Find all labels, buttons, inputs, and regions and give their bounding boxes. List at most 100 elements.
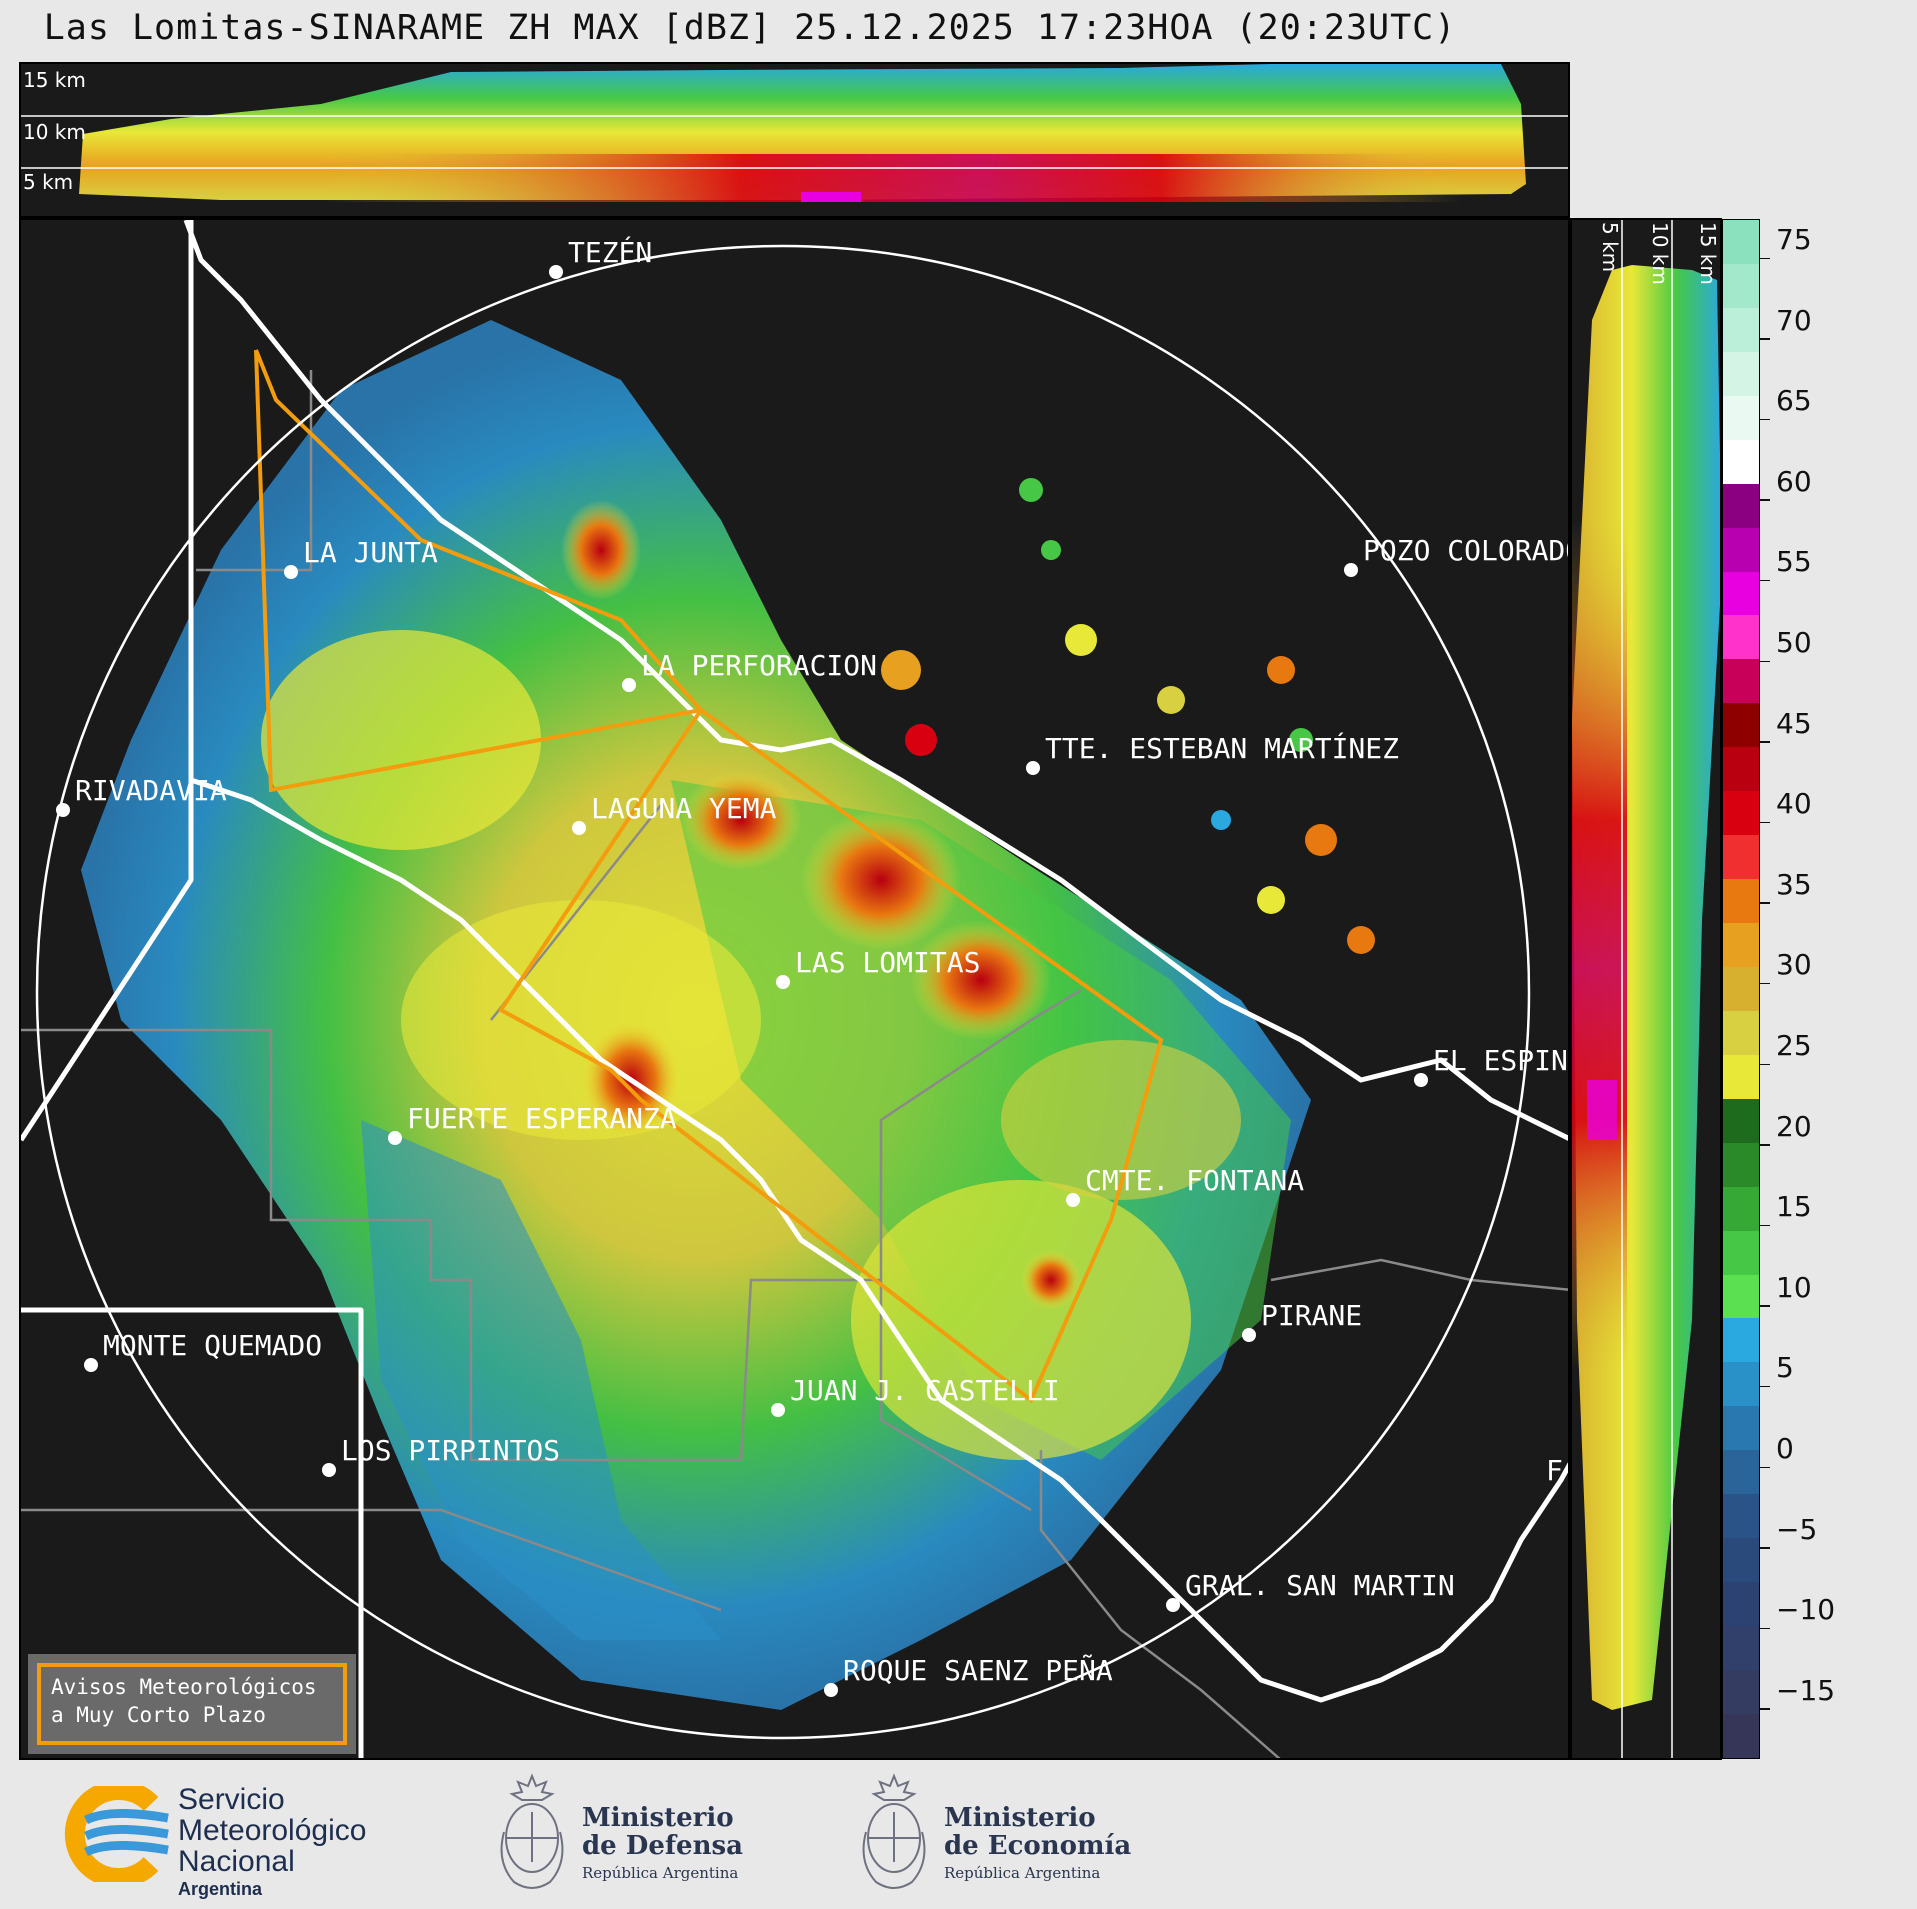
city-la-junta: LA JUNTA bbox=[284, 536, 438, 579]
colorbar-tick: −10 bbox=[1760, 1593, 1835, 1644]
colorbar-tick-label: 70 bbox=[1776, 303, 1812, 337]
city-la-perforacion: LA PERFORACION bbox=[622, 649, 877, 692]
colorbar-segment bbox=[1723, 1669, 1759, 1714]
economia-logo-text: Ministerio de Economía República Argenti… bbox=[944, 1804, 1131, 1882]
colorbar-tick-label: 65 bbox=[1776, 384, 1812, 418]
colorbar-tick-label: −5 bbox=[1776, 1512, 1818, 1546]
echo-yellow-4 bbox=[1001, 1040, 1241, 1200]
colorbar-segment bbox=[1723, 615, 1759, 660]
colorbar-segment bbox=[1723, 1318, 1759, 1363]
smn-line-1: Servicio bbox=[178, 1783, 285, 1816]
colorbar-segment bbox=[1723, 1186, 1759, 1231]
city-label-la-perforacion: LA PERFORACION bbox=[641, 649, 877, 682]
colorbar-tick-label: −15 bbox=[1776, 1673, 1836, 1707]
smn-logo-icon bbox=[64, 1786, 169, 1882]
colorbar-segment bbox=[1723, 1098, 1759, 1143]
avisos-notice-frame: Avisos Meteorológicos a Muy Corto Plazo bbox=[37, 1663, 347, 1745]
colorbar-tick-label: 55 bbox=[1776, 545, 1812, 579]
colorbar-tick-label: −10 bbox=[1776, 1593, 1836, 1627]
colorbar-segment bbox=[1723, 659, 1759, 704]
colorbar-segment bbox=[1723, 1494, 1759, 1539]
colorbar-tick-label: 25 bbox=[1776, 1029, 1812, 1062]
city-label-roque-saenz-pena: ROQUE SAENZ PEÑA bbox=[843, 1653, 1113, 1687]
colorbar-tick: 30 bbox=[1760, 948, 1812, 999]
city-rivadavia: RIVADAVIA bbox=[56, 774, 227, 817]
ne-cell-4 bbox=[1157, 686, 1185, 714]
radar-map: TEZÉN LA JUNTA POZO COLORADO LA PERFORAC… bbox=[21, 220, 1570, 1758]
colorbar-segment bbox=[1723, 1406, 1759, 1451]
colorbar-tick-label: 15 bbox=[1776, 1190, 1812, 1224]
colorbar-segment bbox=[1723, 879, 1759, 923]
ne-cell-6 bbox=[1289, 728, 1313, 752]
economia-line-3: República Argentina bbox=[944, 1864, 1101, 1882]
colorbar-segment bbox=[1723, 703, 1759, 748]
colorbar-tick: 35 bbox=[1760, 868, 1812, 919]
city-juan-j-castelli: JUAN J. CASTELLI bbox=[771, 1374, 1060, 1417]
colorbar-tick-label: 10 bbox=[1776, 1270, 1812, 1304]
warning-polygons bbox=[254, 349, 1164, 1404]
city-pirane: PIRANE bbox=[1242, 1299, 1362, 1342]
colorbar-tick: 0 bbox=[1760, 1432, 1794, 1483]
colorbar-segment bbox=[1723, 220, 1759, 264]
city-label-fuerte-esperanza: FUERTE ESPERANZA bbox=[407, 1102, 677, 1135]
ne-cell-10 bbox=[905, 724, 937, 756]
chart-title: Las Lomitas-SINARAME ZH MAX [dBZ] 25.12.… bbox=[43, 8, 1457, 48]
echo-yellow-1 bbox=[261, 630, 541, 850]
echo-core-3 bbox=[911, 920, 1051, 1040]
economia-seal-icon bbox=[862, 1773, 926, 1889]
city-el-espinillo: EL ESPINILLO bbox=[1414, 1044, 1570, 1087]
colorbar-ticks: 75 70 65 60 55 50 45 40 35 30 25 20 15 10 5 0 −5 −10 −15 bbox=[1760, 219, 1880, 1759]
colorbar-tick: 50 bbox=[1760, 626, 1812, 677]
city-label-el-espinillo: EL ESPINILLO bbox=[1433, 1044, 1570, 1077]
edge-city-fragment: F bbox=[1546, 1454, 1563, 1487]
echo-core-5 bbox=[561, 500, 641, 600]
colorbar-tick-label: 45 bbox=[1776, 706, 1812, 740]
echo-core-2 bbox=[801, 810, 961, 950]
smn-logo-text: Servicio Meteorológico Nacional Argentin… bbox=[178, 1784, 366, 1900]
colorbar-tick: 65 bbox=[1760, 384, 1812, 435]
side-label-15km: 15 km bbox=[1696, 222, 1720, 285]
colorbar-tick-label: 0 bbox=[1776, 1432, 1794, 1465]
ne-cell-7 bbox=[1305, 824, 1337, 856]
city-roque-saenz-pena: ROQUE SAENZ PEÑA bbox=[824, 1653, 1113, 1697]
radar-map-panel: TEZÉN LA JUNTA POZO COLORADO LA PERFORAC… bbox=[19, 218, 1570, 1760]
city-label-pirane: PIRANE bbox=[1261, 1299, 1362, 1332]
colorbar-tick: 60 bbox=[1760, 465, 1812, 516]
city-label-los-pirpintos: LOS PIRPINTOS bbox=[341, 1434, 560, 1467]
colorbar-segment bbox=[1723, 1274, 1759, 1319]
city-tte-esteban-martinez: TTE. ESTEBAN MARTÍNEZ bbox=[1026, 731, 1399, 775]
city-las-lomitas: LAS LOMITAS bbox=[776, 946, 980, 989]
defensa-logo-text: Ministerio de Defensa República Argentin… bbox=[582, 1804, 743, 1882]
colorbar-segment bbox=[1723, 395, 1759, 440]
avisos-line-2: a Muy Corto Plazo bbox=[51, 1703, 266, 1727]
colorbar-segment bbox=[1723, 571, 1759, 616]
ne-cell-12 bbox=[1211, 810, 1231, 830]
colorbar-segment bbox=[1723, 923, 1759, 967]
colorbar-segment bbox=[1723, 1450, 1759, 1495]
top-label-5km: 5 km bbox=[23, 170, 74, 194]
colorbar-segment bbox=[1723, 1538, 1759, 1583]
colorbar-segment bbox=[1723, 439, 1759, 484]
ne-cell-5 bbox=[1267, 656, 1295, 684]
colorbar-segment bbox=[1723, 1142, 1759, 1187]
dbz-colorbar bbox=[1722, 219, 1760, 1759]
defensa-line-1: Ministerio bbox=[582, 1803, 734, 1833]
ne-cell-9 bbox=[881, 650, 921, 690]
colorbar-segment bbox=[1723, 351, 1759, 396]
city-laguna-yema: LAGUNA YEMA bbox=[572, 792, 777, 835]
side-echo-core bbox=[1572, 520, 1627, 1520]
economia-line-1: Ministerio bbox=[944, 1803, 1096, 1833]
colorbar-tick-label: 20 bbox=[1776, 1109, 1812, 1143]
avisos-notice: Avisos Meteorológicos a Muy Corto Plazo bbox=[28, 1654, 356, 1754]
top-label-15km: 15 km bbox=[23, 68, 86, 92]
city-monte-quemado: MONTE QUEMADO bbox=[84, 1329, 322, 1372]
colorbar-segment bbox=[1723, 1362, 1759, 1407]
city-label-juan-j-castelli: JUAN J. CASTELLI bbox=[790, 1374, 1060, 1407]
ne-cell-1 bbox=[1019, 478, 1043, 502]
colorbar-tick: −15 bbox=[1760, 1674, 1835, 1725]
reflectivity-echoes bbox=[81, 320, 1375, 1710]
colorbar-tick: 10 bbox=[1760, 1271, 1812, 1322]
economia-line-2: de Economía bbox=[944, 1831, 1132, 1861]
side-cross-section-panel: 5 km 10 km 15 km bbox=[1570, 218, 1722, 1760]
city-gral-san-martin: GRAL. SAN MARTIN bbox=[1166, 1569, 1455, 1612]
